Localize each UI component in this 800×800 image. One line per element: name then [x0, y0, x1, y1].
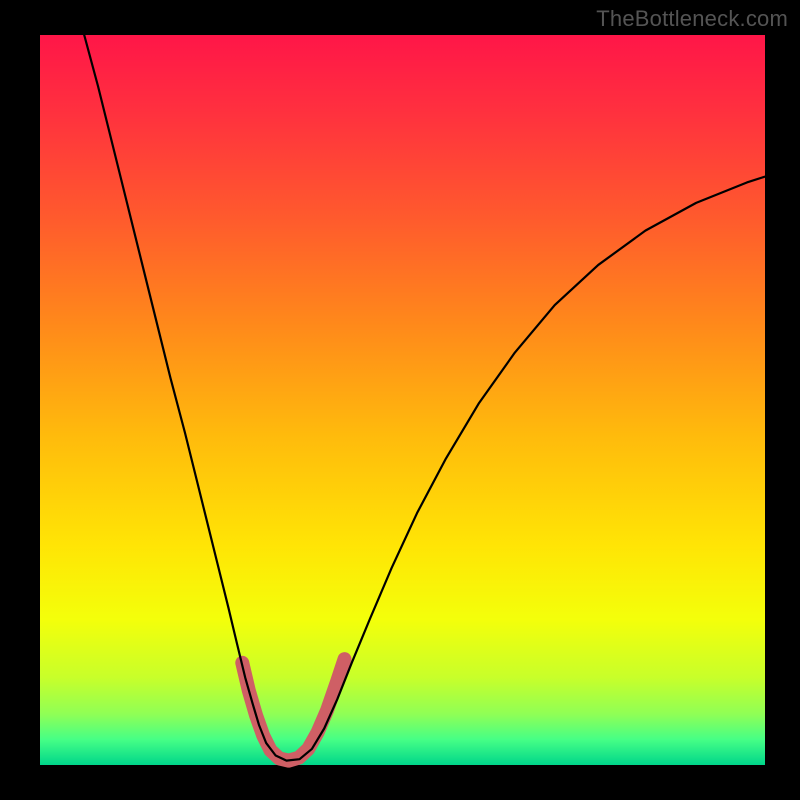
watermark-text: TheBottleneck.com — [596, 6, 788, 32]
plot-background — [40, 35, 765, 765]
bottleneck-chart — [0, 0, 800, 800]
